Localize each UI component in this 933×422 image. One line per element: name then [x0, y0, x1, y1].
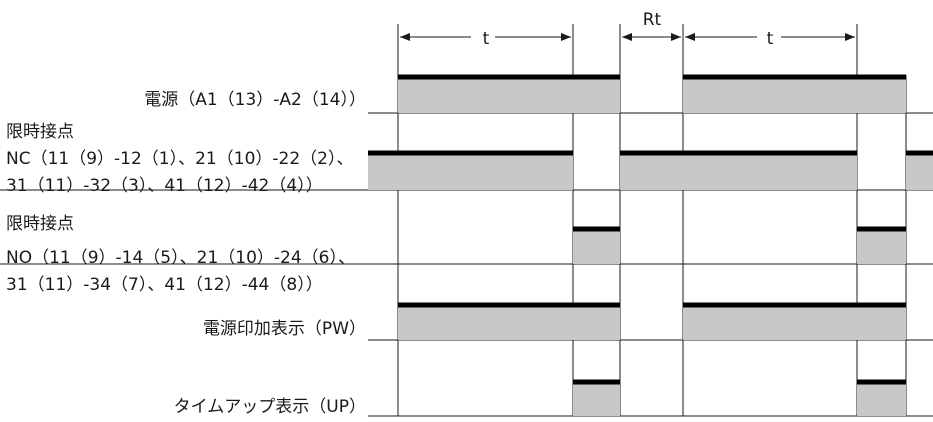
dimension-t2: t	[685, 29, 855, 49]
label-no-title: 限時接点	[6, 214, 74, 234]
signal-power	[368, 74, 933, 114]
dimension-rt-label: Rt	[643, 10, 662, 30]
label-nc-line2: 31（11）-32（3）、41（12）-42（4））	[6, 176, 323, 196]
label-power: 電源（A1（13）-A2（14））	[144, 90, 366, 110]
label-no-line2: 31（11）-34（7）、41（12）-44（8））	[6, 275, 323, 295]
label-up: タイムアップ表示（UP）	[174, 397, 366, 417]
signal-up-indicator	[368, 379, 933, 417]
signal-contact-no	[0, 226, 933, 265]
label-nc-title: 限時接点	[6, 122, 74, 142]
signal-pw-indicator	[368, 302, 933, 341]
dimension-t2-label: t	[767, 29, 774, 49]
dimension-rt: Rt	[622, 10, 681, 41]
signal-contact-nc	[0, 150, 933, 191]
label-nc-line1: NC（11（9）-12（1）、21（10）-22（2）、	[6, 149, 353, 169]
label-pw: 電源印加表示（PW）	[203, 319, 366, 339]
dimension-t1: t	[400, 29, 571, 49]
dimension-t1-label: t	[483, 29, 490, 49]
label-no-line1: NO（11（9）-14（5）、21（10）-24（6）、	[6, 248, 355, 268]
